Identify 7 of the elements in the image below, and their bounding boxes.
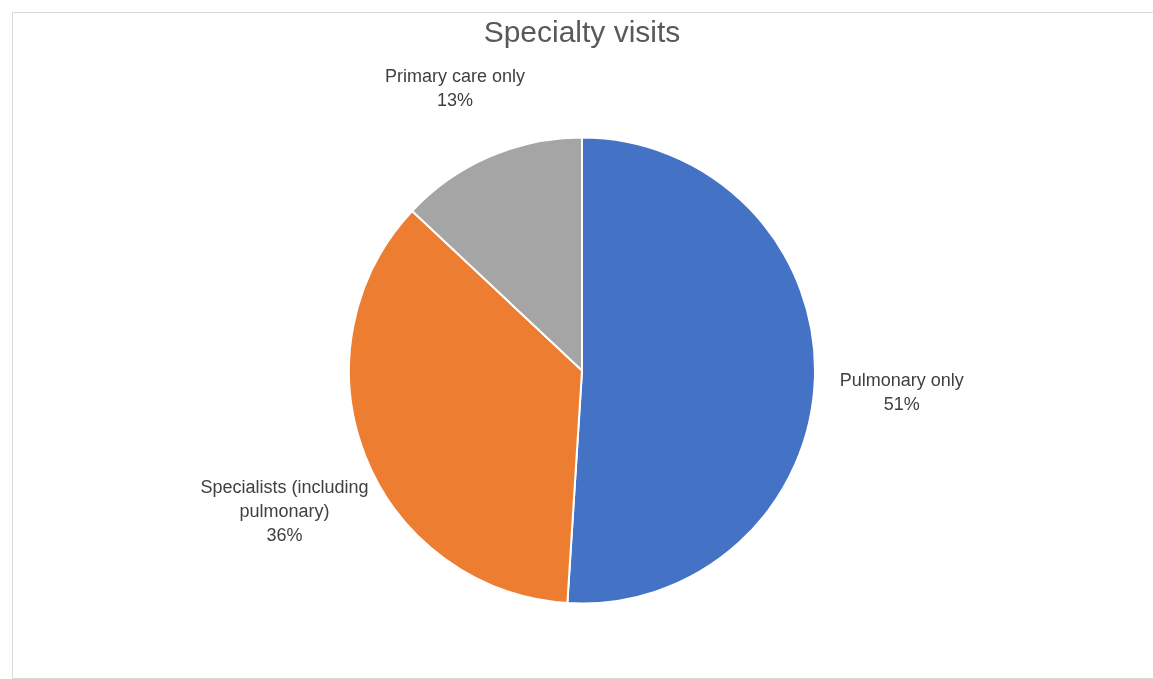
data-label: 36%: [266, 525, 303, 546]
data-label: 51%: [883, 393, 920, 414]
data-label: 13%: [436, 89, 473, 110]
slice-label: Pulmonary only: [839, 369, 964, 390]
slice-label: Specialists (including pulmonary): [200, 477, 369, 522]
chart-title: Specialty visits: [483, 14, 681, 48]
slice-label: Primary care only: [384, 65, 525, 86]
